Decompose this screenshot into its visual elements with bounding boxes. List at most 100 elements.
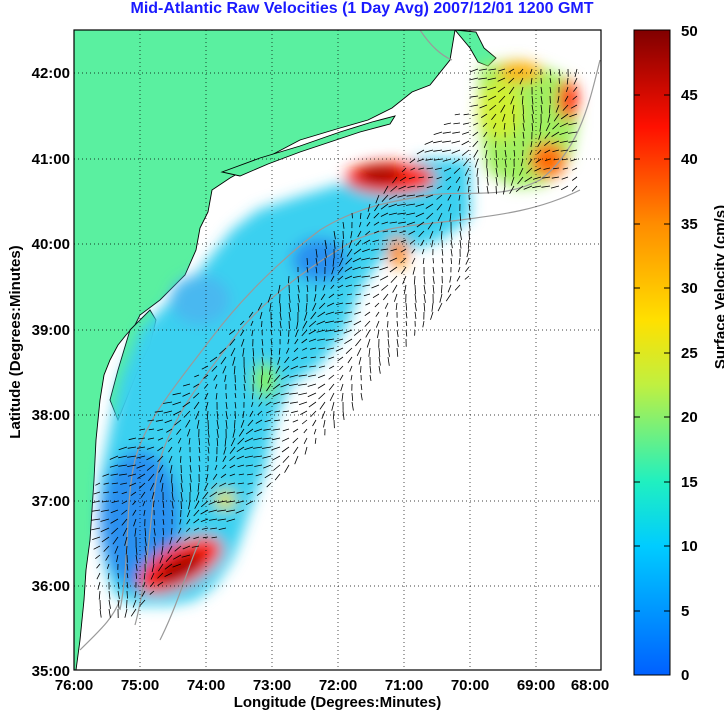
velocity-arrow xyxy=(119,473,128,476)
velocity-arrow xyxy=(522,113,525,123)
velocity-arrow xyxy=(472,140,479,148)
velocity-arrow xyxy=(360,365,362,373)
velocity-arrow xyxy=(362,284,371,287)
velocity-arrow xyxy=(468,185,470,193)
velocity-arrow xyxy=(328,383,335,391)
velocity-arrow xyxy=(259,383,263,392)
velocity-arrow xyxy=(413,275,416,285)
velocity-arrow xyxy=(540,77,542,84)
velocity-arrow xyxy=(495,140,497,148)
velocity-arrow xyxy=(450,257,452,265)
velocity-arrow xyxy=(571,167,578,171)
x-axis-label: Longitude (Degrees:Minutes) xyxy=(233,694,442,711)
land-mainland xyxy=(74,30,456,670)
velocity-arrow xyxy=(259,311,263,320)
velocity-arrow xyxy=(275,365,281,374)
velocity-arrow xyxy=(339,365,344,371)
velocity-arrow xyxy=(270,338,273,346)
velocity-arrow xyxy=(550,185,560,189)
velocity-arrow xyxy=(91,518,101,521)
velocity-arrow xyxy=(532,185,542,189)
velocity-arrow xyxy=(244,455,254,458)
velocity-arrow xyxy=(257,410,263,416)
velocity-arrow xyxy=(457,185,461,192)
velocity-arrow xyxy=(171,509,174,517)
velocity-arrow xyxy=(279,329,282,337)
velocity-arrow xyxy=(355,239,362,247)
velocity-arrow xyxy=(573,86,578,92)
velocity-arrow xyxy=(449,275,452,283)
velocity-arrow xyxy=(366,212,371,220)
velocity-arrow xyxy=(418,230,425,238)
velocity-arrow xyxy=(406,221,416,226)
velocity-arrow xyxy=(193,392,200,399)
velocity-arrow xyxy=(395,302,398,311)
velocity-arrow xyxy=(450,248,453,257)
velocity-arrow xyxy=(306,257,308,266)
velocity-arrow xyxy=(325,311,335,315)
velocity-arrow xyxy=(390,185,398,192)
velocity-arrow xyxy=(236,446,245,453)
velocity-arrow xyxy=(459,212,462,222)
velocity-arrow xyxy=(262,455,272,459)
velocity-arrow xyxy=(324,257,327,267)
velocity-arrow xyxy=(326,302,335,307)
velocity-arrow xyxy=(466,176,470,185)
velocity-arrow xyxy=(519,68,524,74)
velocity-arrow xyxy=(365,302,371,306)
velocity-arrow xyxy=(572,95,578,100)
velocity-arrow xyxy=(144,527,147,537)
velocity-arrow xyxy=(310,410,317,418)
velocity-arrow xyxy=(439,221,443,231)
velocity-arrow xyxy=(369,365,372,374)
velocity-arrow xyxy=(441,248,444,256)
velocity-arrow xyxy=(494,131,497,138)
velocity-arrow xyxy=(174,419,182,426)
velocity-arrow xyxy=(228,482,236,485)
velocity-arrow xyxy=(412,266,416,275)
velocity-arrow xyxy=(165,554,173,562)
velocity-arrow xyxy=(432,275,435,284)
velocity-arrow xyxy=(234,419,236,429)
velocity-arrow xyxy=(574,68,578,77)
velocity-arrow xyxy=(498,68,506,72)
velocity-arrow xyxy=(307,392,317,398)
velocity-arrow xyxy=(504,149,507,158)
velocity-arrow xyxy=(213,374,218,381)
velocity-arrow xyxy=(431,239,434,248)
velocity-arrow xyxy=(132,509,137,516)
velocity-arrow xyxy=(500,104,506,113)
velocity-arrow xyxy=(351,401,354,411)
velocity-arrow xyxy=(440,230,443,240)
velocity-arrow xyxy=(182,383,191,387)
velocity-arrow xyxy=(141,590,146,597)
velocity-arrow xyxy=(288,320,290,329)
velocity-arrow xyxy=(289,401,299,404)
velocity-arrow xyxy=(524,176,533,182)
velocity-arrow xyxy=(146,446,155,450)
velocity-arrow xyxy=(517,176,524,185)
velocity-arrow xyxy=(136,464,146,469)
velocity-arrow xyxy=(102,473,110,477)
velocity-arrow xyxy=(280,383,290,388)
velocity-arrow xyxy=(111,482,119,485)
velocity-arrow xyxy=(397,212,407,215)
velocity-arrow xyxy=(355,293,362,296)
colorbar-tick-label: 45 xyxy=(681,87,698,104)
velocity-arrow xyxy=(389,266,398,273)
velocity-arrow xyxy=(240,320,245,326)
velocity-arrow xyxy=(326,347,335,350)
velocity-arrow xyxy=(271,437,281,441)
velocity-arrow xyxy=(162,518,165,525)
velocity-arrow xyxy=(112,491,119,494)
velocity-arrow xyxy=(331,401,335,411)
velocity-arrow xyxy=(531,122,534,132)
velocity-arrow xyxy=(178,527,182,534)
velocity-arrow xyxy=(538,131,542,140)
velocity-arrow xyxy=(323,275,326,282)
velocity-arrow xyxy=(324,248,327,258)
velocity-arrow xyxy=(322,284,326,291)
velocity-arrow xyxy=(408,176,416,180)
velocity-arrow xyxy=(373,212,380,219)
velocity-arrow xyxy=(193,509,200,517)
